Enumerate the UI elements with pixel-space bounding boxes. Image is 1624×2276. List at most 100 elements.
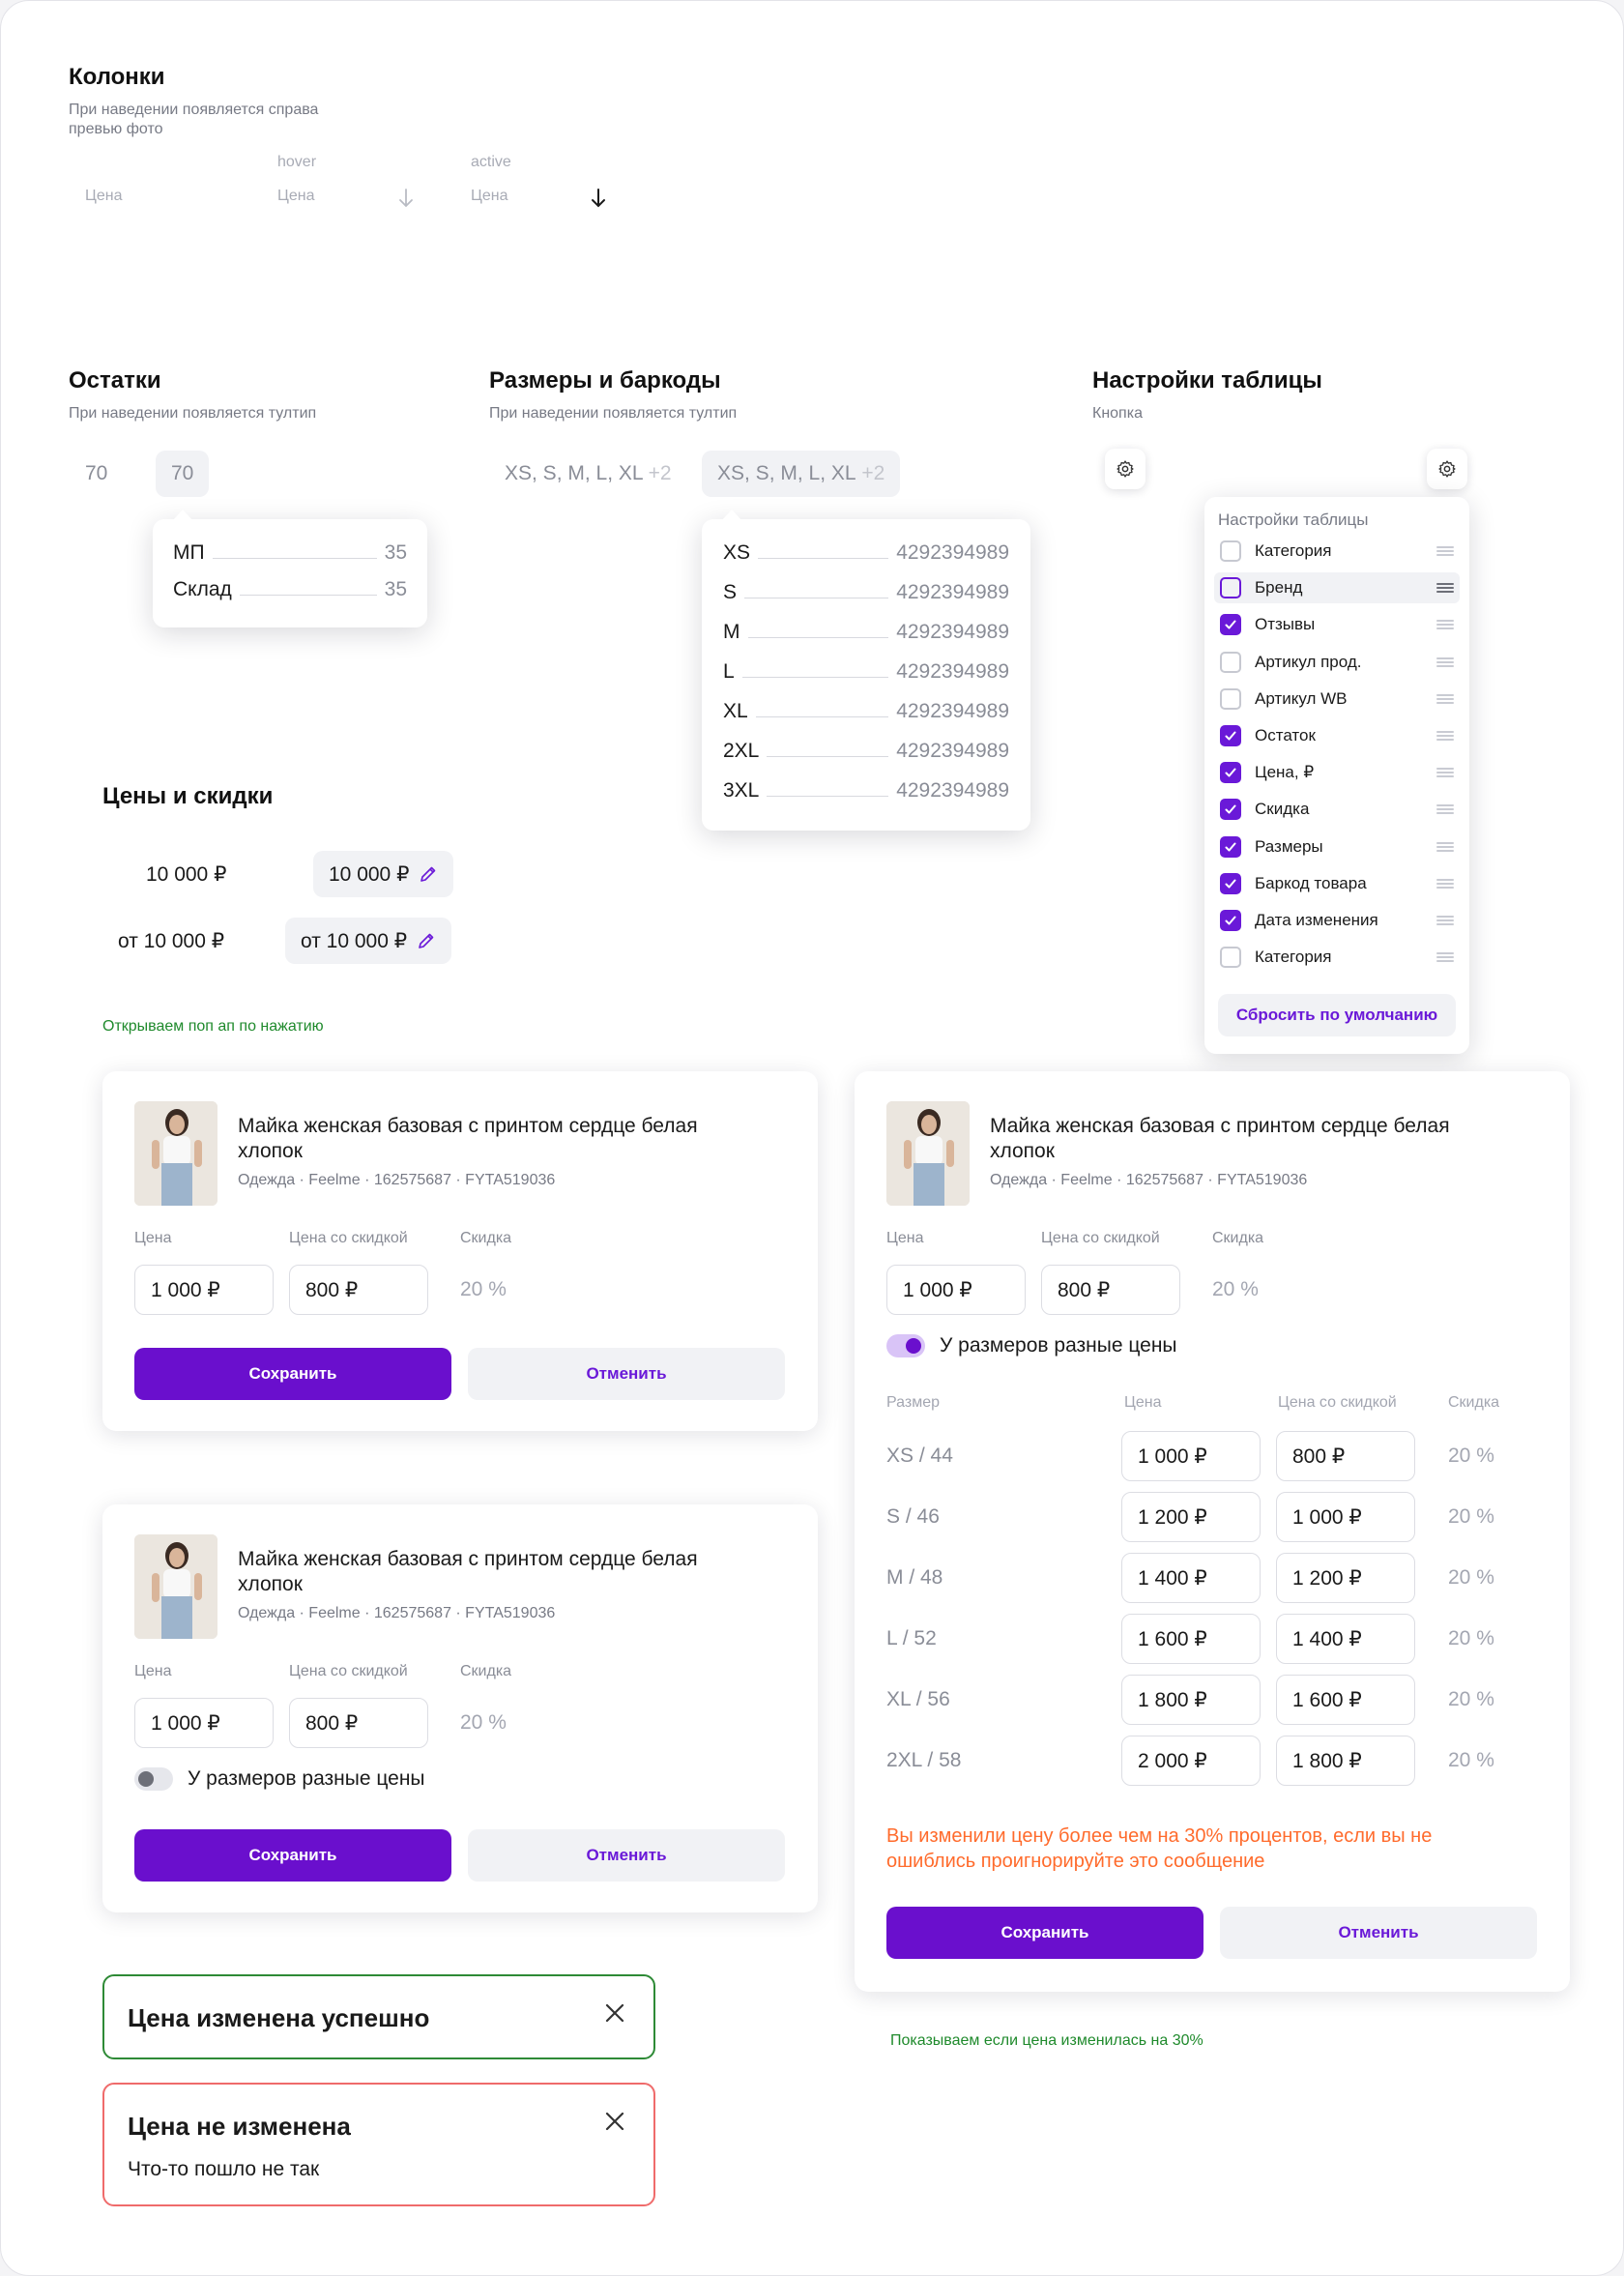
checkbox[interactable] bbox=[1220, 910, 1241, 931]
save-button[interactable]: Сохранить bbox=[886, 1907, 1204, 1959]
settings-row[interactable]: Баркод товара bbox=[1214, 868, 1460, 899]
sizes-list-hover[interactable]: XS, S, M, L, XL +2 bbox=[702, 451, 901, 497]
cancel-button[interactable]: Отменить bbox=[1220, 1907, 1537, 1959]
size-row-label: S / 46 bbox=[886, 1505, 940, 1528]
drag-handle-icon[interactable] bbox=[1436, 952, 1454, 963]
check-icon bbox=[1225, 804, 1236, 814]
drag-handle-icon[interactable] bbox=[1436, 657, 1454, 667]
price-cell-hover[interactable]: 10 000 ₽ bbox=[313, 851, 454, 897]
drag-handle-icon[interactable] bbox=[1436, 693, 1454, 704]
discount-price-input[interactable]: 800 ₽ bbox=[289, 1265, 428, 1315]
toast-error: Цена не изменена Что-то пошло не так bbox=[102, 2083, 655, 2206]
drag-handle-icon[interactable] bbox=[1436, 731, 1454, 741]
size-price-input[interactable]: 1 400 ₽ bbox=[1121, 1553, 1261, 1603]
checkbox[interactable] bbox=[1220, 614, 1241, 636]
size-price-input[interactable]: 1 200 ₽ bbox=[1121, 1492, 1261, 1542]
save-button[interactable]: Сохранить bbox=[134, 1348, 451, 1400]
settings-row[interactable]: Скидка bbox=[1214, 794, 1460, 825]
column-header-default[interactable]: Цена bbox=[85, 188, 123, 204]
product-photo-image bbox=[134, 1534, 218, 1639]
checkbox[interactable] bbox=[1220, 725, 1241, 746]
settings-row[interactable]: Бренд bbox=[1214, 572, 1460, 604]
drag-handle-icon[interactable] bbox=[1436, 620, 1454, 630]
settings-row[interactable]: Артикул WB bbox=[1214, 684, 1460, 715]
settings-row-label: Скидка bbox=[1255, 800, 1310, 819]
cancel-button[interactable]: Отменить bbox=[468, 1829, 785, 1882]
drag-handle-icon[interactable] bbox=[1436, 878, 1454, 889]
column-header-active[interactable]: Цена bbox=[471, 188, 508, 204]
sort-down-arrow-icon-hover[interactable] bbox=[396, 188, 416, 209]
size-price-input[interactable]: 2 000 ₽ bbox=[1121, 1736, 1261, 1786]
barcode-size: XS bbox=[723, 541, 751, 564]
discount-price-input[interactable]: 800 ₽ bbox=[289, 1698, 428, 1748]
check-icon bbox=[1225, 879, 1236, 889]
close-icon[interactable] bbox=[603, 2001, 626, 2025]
settings-row-label: Цена, ₽ bbox=[1255, 763, 1315, 782]
size-price-input[interactable]: 1 800 ₽ bbox=[1121, 1675, 1261, 1725]
stock-value-hover[interactable]: 70 bbox=[156, 451, 210, 497]
checkbox[interactable] bbox=[1220, 947, 1241, 969]
price-cell-default[interactable]: 10 000 ₽ bbox=[146, 863, 227, 886]
price-from-cell-hover[interactable]: от 10 000 ₽ bbox=[285, 918, 452, 964]
checkbox[interactable] bbox=[1220, 835, 1241, 858]
drag-handle-icon[interactable] bbox=[1436, 768, 1454, 778]
checkbox[interactable] bbox=[1220, 577, 1241, 599]
checkbox[interactable] bbox=[1220, 651, 1241, 673]
column-header-hover[interactable]: Цена bbox=[277, 188, 315, 204]
state-hover-label: hover bbox=[277, 154, 317, 170]
drag-handle-icon[interactable] bbox=[1436, 546, 1454, 556]
size-prices-toggle-off[interactable] bbox=[134, 1767, 173, 1791]
settings-row[interactable]: Размеры bbox=[1214, 832, 1460, 862]
save-button[interactable]: Сохранить bbox=[134, 1829, 451, 1882]
checkbox[interactable] bbox=[1220, 799, 1241, 821]
size-row-label: M / 48 bbox=[886, 1566, 943, 1589]
barcode-row: XL 4292394989 bbox=[723, 700, 1009, 723]
settings-row[interactable]: Остаток bbox=[1214, 720, 1460, 751]
sort-down-arrow-icon-active[interactable] bbox=[589, 188, 608, 209]
settings-row-label: Категория bbox=[1255, 948, 1332, 967]
price-input[interactable]: 1 000 ₽ bbox=[886, 1265, 1026, 1315]
size-sale-input[interactable]: 800 ₽ bbox=[1276, 1431, 1415, 1481]
drag-handle-icon[interactable] bbox=[1436, 804, 1454, 815]
checkbox[interactable] bbox=[1220, 762, 1241, 784]
cancel-button[interactable]: Отменить bbox=[468, 1348, 785, 1400]
settings-row[interactable]: Категория bbox=[1214, 536, 1460, 567]
checkbox[interactable] bbox=[1220, 687, 1241, 710]
edit-pencil-icon[interactable] bbox=[417, 931, 436, 950]
product-photo bbox=[886, 1101, 970, 1206]
settings-row[interactable]: Артикул прод. bbox=[1214, 647, 1460, 678]
checkbox[interactable] bbox=[1220, 540, 1241, 562]
settings-row[interactable]: Дата изменения bbox=[1214, 905, 1460, 936]
table-settings-button-active[interactable] bbox=[1427, 449, 1467, 489]
price-from-cell-default[interactable]: от 10 000 ₽ bbox=[118, 930, 225, 952]
table-settings-button[interactable] bbox=[1105, 449, 1146, 489]
size-table-header-price: Цена bbox=[1124, 1394, 1162, 1411]
stock-tooltip-value: 35 bbox=[384, 578, 407, 600]
stock-tooltip-label: Склад bbox=[173, 578, 232, 600]
reset-defaults-button[interactable]: Сбросить по умолчанию bbox=[1218, 994, 1456, 1036]
settings-row[interactable]: Цена, ₽ bbox=[1214, 757, 1460, 788]
product-meta: Одежда · Feelme · 162575687 · FYTA519036 bbox=[990, 1172, 1308, 1188]
discount-price-input[interactable]: 800 ₽ bbox=[1041, 1265, 1180, 1315]
stock-value-default[interactable]: 70 bbox=[85, 462, 108, 484]
size-sale-input[interactable]: 1 600 ₽ bbox=[1276, 1675, 1415, 1725]
size-price-input[interactable]: 1 600 ₽ bbox=[1121, 1614, 1261, 1664]
size-prices-toggle-on[interactable] bbox=[886, 1334, 925, 1357]
size-price-input[interactable]: 1 000 ₽ bbox=[1121, 1431, 1261, 1481]
price-input[interactable]: 1 000 ₽ bbox=[134, 1265, 274, 1315]
size-sale-input[interactable]: 1 400 ₽ bbox=[1276, 1614, 1415, 1664]
settings-row[interactable]: Отзывы bbox=[1214, 609, 1460, 640]
size-sale-input[interactable]: 1 000 ₽ bbox=[1276, 1492, 1415, 1542]
edit-pencil-icon[interactable] bbox=[419, 864, 438, 884]
drag-handle-icon[interactable] bbox=[1436, 841, 1454, 852]
checkbox[interactable] bbox=[1220, 872, 1241, 894]
settings-row[interactable]: Категория bbox=[1214, 942, 1460, 973]
discount-value: 20 % bbox=[460, 1711, 507, 1734]
sizes-list-default[interactable]: XS, S, M, L, XL +2 bbox=[505, 462, 672, 485]
drag-handle-icon[interactable] bbox=[1436, 583, 1454, 594]
size-sale-input[interactable]: 1 200 ₽ bbox=[1276, 1553, 1415, 1603]
drag-handle-icon[interactable] bbox=[1436, 916, 1454, 925]
size-sale-input[interactable]: 1 800 ₽ bbox=[1276, 1736, 1415, 1786]
close-icon[interactable] bbox=[603, 2110, 626, 2133]
price-input[interactable]: 1 000 ₽ bbox=[134, 1698, 274, 1748]
